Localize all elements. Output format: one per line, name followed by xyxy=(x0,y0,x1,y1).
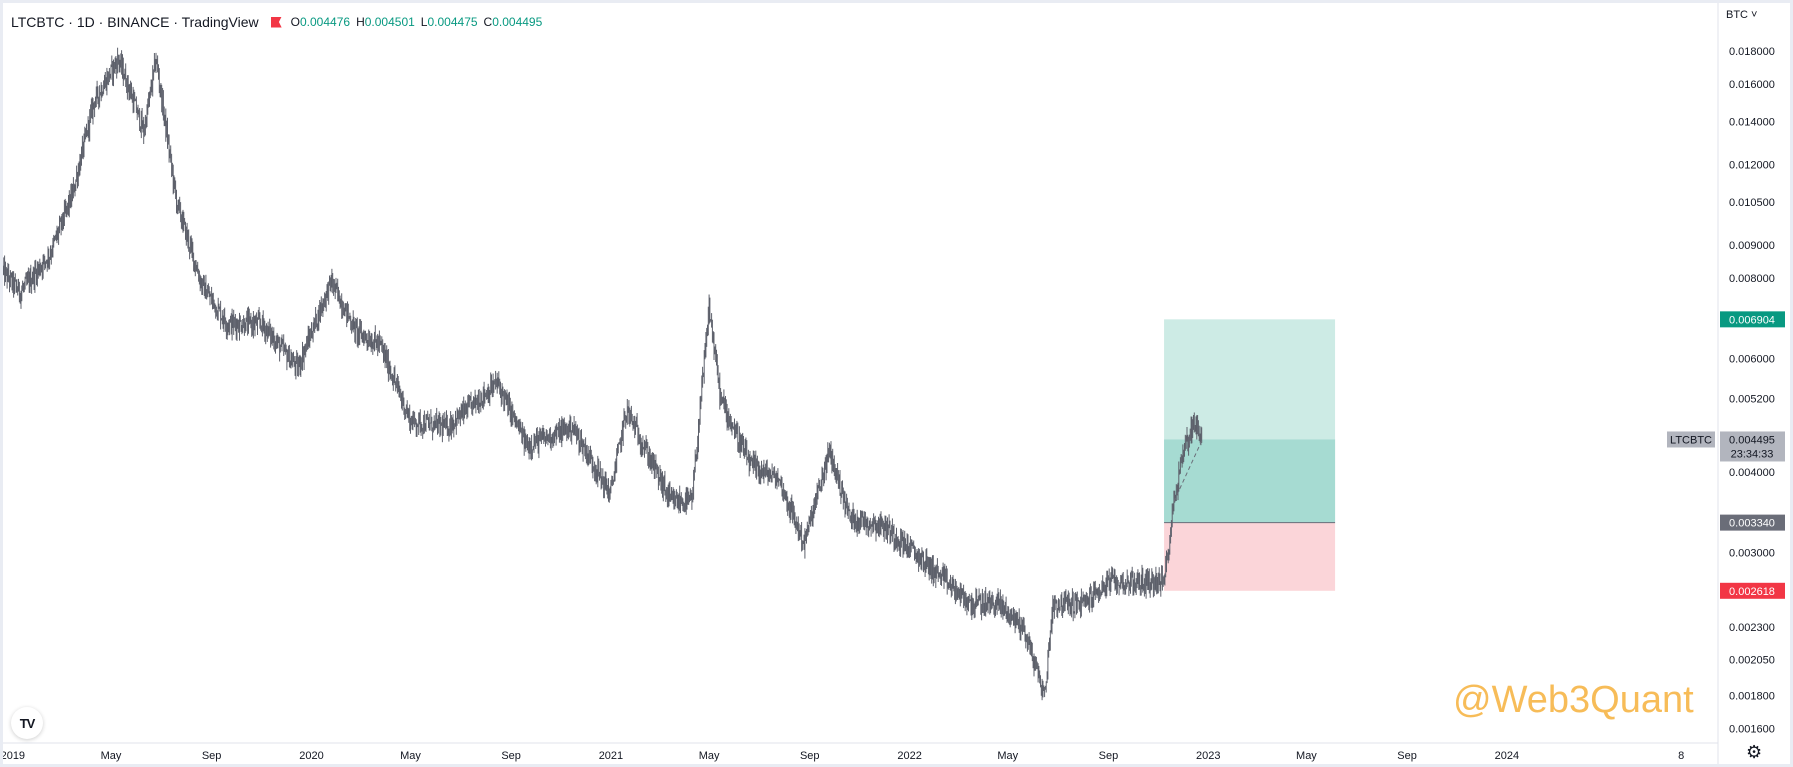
price-tick-label: 0.002050 xyxy=(1729,654,1775,666)
price-tick-label: 0.006000 xyxy=(1729,354,1775,366)
time-tick-label: 8 xyxy=(1678,750,1684,762)
price-axis: 0.018000 0.016000 0.014000 0.012000 0.010500… xyxy=(3,3,1775,764)
time-axis: 2019 May Sep 2020 May Sep 2021 May Sep 2022 May Sep… xyxy=(3,750,1684,762)
time-tick-label: 2022 xyxy=(897,750,921,762)
legend-header: LTCBTC · 1D · BINANCE · TradingView O0.0… xyxy=(11,12,548,32)
time-tick-label: May xyxy=(101,750,122,762)
time-tick-label: Sep xyxy=(501,750,521,762)
time-tick-label: May xyxy=(997,750,1018,762)
time-tick-label: May xyxy=(1296,750,1317,762)
close-value: C0.004495 xyxy=(483,15,543,29)
candle-series xyxy=(3,47,1203,701)
price-tick-label: 0.002300 xyxy=(1729,622,1775,634)
position-zones xyxy=(1164,319,1336,591)
symbol-tag: LTCBTC xyxy=(1670,434,1712,446)
price-tick-label: 0.016000 xyxy=(1729,79,1775,91)
stop-loss-zone xyxy=(1164,522,1336,591)
gear-icon[interactable]: ⚙ xyxy=(1746,742,1763,762)
take-profit-label: 0.006904 xyxy=(1729,314,1775,326)
time-tick-label: 2024 xyxy=(1495,750,1519,762)
time-tick-label: May xyxy=(699,750,720,762)
time-tick-label: 2019 xyxy=(3,750,25,762)
trend-line xyxy=(1173,438,1203,502)
take-profit-label-bg xyxy=(1720,311,1785,328)
stop-loss-label: 0.002618 xyxy=(1729,586,1775,598)
time-tick-label: 2021 xyxy=(599,750,623,762)
flag-icon[interactable] xyxy=(270,16,282,28)
countdown-label: 23:34:33 xyxy=(1731,448,1774,460)
entry-price-label: 0.003340 xyxy=(1729,518,1775,530)
time-tick-label: May xyxy=(400,750,421,762)
price-tick-label: 0.001800 xyxy=(1729,691,1775,703)
price-tick-label: 0.001600 xyxy=(1729,724,1775,736)
price-tick-label: 0.010500 xyxy=(1729,197,1775,209)
low-value: L0.004475 xyxy=(420,15,478,29)
open-value: O0.004476 xyxy=(290,15,351,29)
time-tick-label: 2023 xyxy=(1196,750,1220,762)
price-tick-label: 0.009000 xyxy=(1729,240,1775,252)
time-tick-label: Sep xyxy=(1397,750,1417,762)
price-tick-label: 0.008000 xyxy=(1729,273,1775,285)
stop-loss-label-bg xyxy=(1720,582,1785,599)
entry-price-label-bg xyxy=(1720,514,1785,531)
price-tick-label: 0.004000 xyxy=(1729,467,1775,479)
high-value: H0.004501 xyxy=(356,15,415,29)
price-tick-label: 0.014000 xyxy=(1729,116,1775,128)
time-tick-label: Sep xyxy=(1099,750,1119,762)
price-labels: 0.006904 0.003340 0.002618 0.004495 23:34:33… xyxy=(1667,311,1785,599)
symbol-tag-bg xyxy=(1667,431,1715,448)
price-chart[interactable]: 0.018000 0.016000 0.014000 0.012000 0.010500… xyxy=(3,3,1790,764)
price-tick-label: 0.005200 xyxy=(1729,394,1775,406)
price-tick-label: 0.018000 xyxy=(1729,46,1775,58)
time-tick-label: 2020 xyxy=(299,750,323,762)
currency-button[interactable]: BTC ˅ xyxy=(1726,9,1758,21)
time-tick-label: Sep xyxy=(202,750,222,762)
last-price-label: 0.004495 xyxy=(1729,434,1775,446)
price-tick-label: 0.003000 xyxy=(1729,548,1775,560)
symbol-title: LTCBTC · 1D · BINANCE · TradingView xyxy=(11,14,259,30)
profit-zone-filled xyxy=(1164,439,1336,523)
last-price-bg xyxy=(1720,431,1785,462)
watermark-text: @Web3Quant xyxy=(1453,679,1694,721)
trend-line-segment xyxy=(1173,438,1203,502)
time-tick-label: Sep xyxy=(800,750,820,762)
chart-frame[interactable]: 0.018000 0.016000 0.014000 0.012000 0.010500… xyxy=(3,3,1790,764)
tradingview-logo-icon[interactable]: TV xyxy=(11,707,43,739)
price-tick-label: 0.012000 xyxy=(1729,160,1775,172)
